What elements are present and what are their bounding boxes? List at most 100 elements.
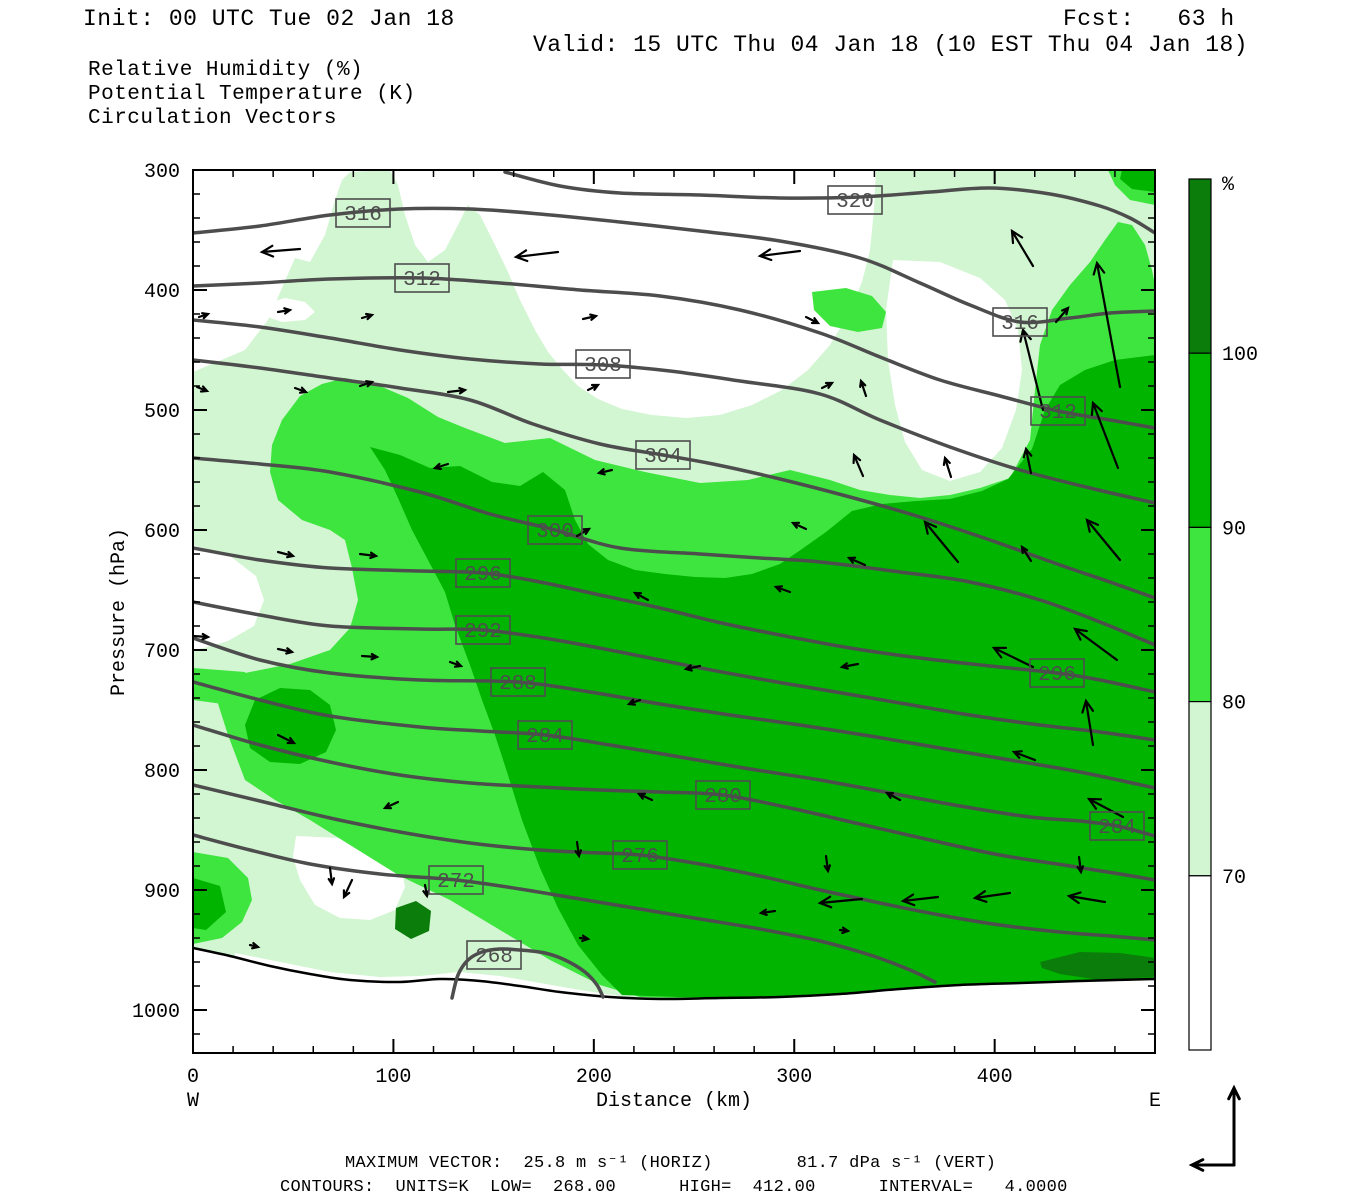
- vector-arrow: [846, 556, 867, 567]
- vector-arrow: [276, 307, 293, 315]
- contour-label-284: 284: [1098, 817, 1136, 840]
- vector-arrow: [586, 383, 601, 392]
- theta-contour-316: [193, 206, 1155, 325]
- vector-arrow: [838, 926, 851, 935]
- reference-vector-legend: [1188, 1084, 1241, 1172]
- contour-label-272: 272: [437, 871, 475, 894]
- vector-arrow: [817, 895, 864, 909]
- vector-arrow: [276, 733, 297, 745]
- vector-arrow: [636, 792, 654, 802]
- x-tick-label-400: 400: [977, 1066, 1013, 1089]
- rh-region-rh>=100: [1040, 952, 1155, 980]
- vector-arrow: [1020, 544, 1033, 563]
- y-axis-title: Pressure (hPa): [108, 528, 131, 696]
- contour-label-box-292: [455, 615, 511, 645]
- vector-arrow: [248, 942, 261, 950]
- vector-arrow: [1086, 797, 1125, 819]
- theta-contour-272: [193, 833, 937, 984]
- vector-arrow: [360, 652, 380, 661]
- contour-label-296: 296: [1038, 664, 1076, 687]
- rh-region-rh>=80: [812, 288, 886, 332]
- axes: 0 100 200 300 400 300 400 500 600 700 800 900 1000 W E…: [108, 161, 1161, 1113]
- rh-region-rh<70: [193, 545, 264, 650]
- vector-arrow: [195, 385, 210, 393]
- vector-arrow: [360, 312, 375, 321]
- vector-arrow: [790, 521, 808, 531]
- rh-region-rh>=90: [245, 688, 336, 764]
- rh-region-rh<70: [886, 260, 1022, 481]
- contour-label-box-284: [1089, 811, 1145, 841]
- contour-label-box-300: [527, 515, 583, 545]
- vector-arrow: [276, 647, 295, 655]
- vector-arrow: [839, 662, 860, 670]
- vector-arrow: [859, 378, 868, 398]
- theta-contour-280: [193, 723, 1155, 882]
- vector-arrow: [193, 632, 211, 641]
- vector-arrow: [327, 866, 336, 887]
- vector-arrow: [1010, 228, 1035, 268]
- vector-arrow: [972, 890, 1012, 903]
- contour-label-box-308: [575, 349, 631, 379]
- y-tick-label-900: 900: [144, 881, 180, 904]
- reference-vector-horizontal: [1188, 1158, 1236, 1172]
- contour-label-284: 284: [526, 726, 564, 749]
- vector-arrow: [358, 551, 379, 560]
- vector-arrow: [448, 660, 464, 668]
- contour-label-box-272: [428, 865, 484, 895]
- vector-arrow: [446, 386, 468, 395]
- vector-arrow: [596, 468, 614, 476]
- colorbar-segment-80-90: [1188, 526, 1212, 703]
- rh-region-rh>=100: [395, 901, 431, 939]
- theta-contour-304: [193, 358, 1155, 600]
- vector-arrow: [773, 585, 792, 594]
- vector-arrow: [575, 527, 592, 538]
- contour-labels: 320 316 316 312 312 308 304 300 296 296 292 288 284 2…: [335, 185, 1145, 970]
- contour-label-box-280: [695, 780, 751, 810]
- rh-region-rh>=90: [1120, 170, 1155, 192]
- colorbar-segment->100: [1188, 178, 1212, 354]
- field-label-potential-temperature: Potential Temperature (K): [88, 83, 416, 106]
- vector-arrow: [942, 455, 953, 479]
- vector-arrow: [632, 591, 650, 602]
- contour-label-box-288: [490, 667, 546, 697]
- contour-label-box-320: [827, 185, 883, 215]
- vector-arrow: [197, 312, 211, 320]
- contour-label-288: 288: [499, 673, 537, 696]
- vector-arrow: [626, 698, 642, 706]
- vector-arrow: [991, 646, 1035, 669]
- terrain-layer: [193, 946, 1155, 1053]
- below-terrain-mask: [193, 948, 1155, 1053]
- contour-label-box-276: [612, 840, 668, 870]
- init-time-label: Init: 00 UTC Tue 02 Jan 18: [83, 6, 455, 32]
- vector-arrow: [276, 550, 296, 559]
- forecast-hour-label: Fcst: 63 h: [1063, 6, 1235, 32]
- vector-arrow: [293, 386, 309, 394]
- field-label-circulation-vectors: Circulation Vectors: [88, 107, 337, 130]
- field-label-relative-humidity: Relative Humidity (%): [88, 59, 364, 82]
- vector-arrow: [900, 893, 940, 907]
- vector-arrow: [852, 452, 865, 478]
- terrain-surface-line: [193, 946, 1155, 1001]
- max-vector-caption: MAXIMUM VECTOR: 25.8 m s⁻¹ (HORIZ) 81.7 …: [345, 1154, 997, 1173]
- vector-arrow: [823, 854, 831, 874]
- theta-contour-312: [193, 276, 1155, 430]
- vector-arrow: [923, 520, 960, 564]
- contour-label-316: 316: [1001, 313, 1039, 336]
- contour-label-308: 308: [584, 355, 622, 378]
- vector-arrow: [1081, 698, 1095, 747]
- colorbar-segment-<70: [1188, 875, 1212, 1051]
- y-tick-label-500: 500: [144, 401, 180, 424]
- y-tick-label-800: 800: [144, 761, 180, 784]
- vector-arrow: [1092, 260, 1122, 389]
- vector-arrow: [1066, 891, 1107, 905]
- x-tick-label-200: 200: [576, 1066, 612, 1089]
- vector-arrow: [358, 380, 375, 388]
- vector-arrow: [820, 381, 835, 390]
- x-tick-label-100: 100: [375, 1066, 411, 1089]
- vector-arrow: [422, 883, 430, 899]
- contour-label-box-268: [466, 940, 522, 970]
- theta-contour-308: [193, 318, 1155, 505]
- contour-label-280: 280: [704, 786, 742, 809]
- contour-label-292: 292: [464, 621, 502, 644]
- y-tick-label-400: 400: [144, 281, 180, 304]
